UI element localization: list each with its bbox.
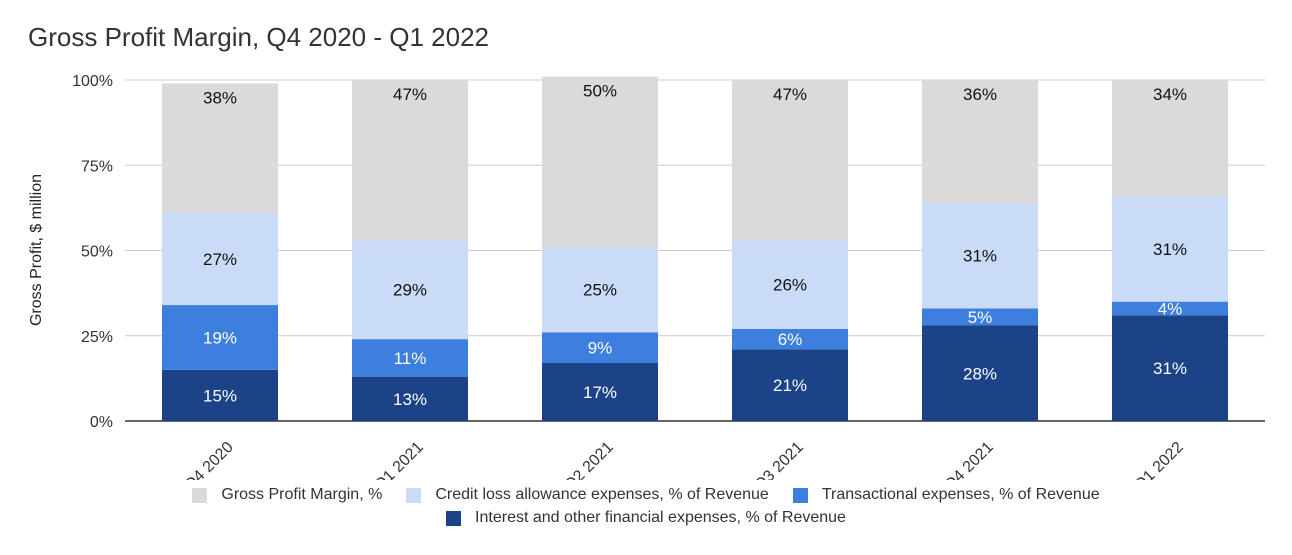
data-label: 31% — [1153, 240, 1187, 259]
x-tick-label-q2-2021: Q2 2021 — [561, 439, 616, 480]
bar-gross-profit-margin-q1-2021[interactable] — [352, 80, 468, 241]
bar-interest-and-other-financial-expenses-q1-2021[interactable] — [352, 376, 468, 421]
bar-transactional-expenses-q1-2022[interactable] — [1112, 301, 1228, 316]
y-tick-label: 50% — [81, 244, 113, 261]
legend-swatch-gross-profit-margin — [192, 487, 208, 503]
bar-credit-loss-allowance-expenses-q4-2020[interactable] — [162, 212, 278, 306]
bar-transactional-expenses-q4-2020[interactable] — [162, 305, 278, 370]
bar-transactional-expenses-q1-2021[interactable] — [352, 339, 468, 377]
data-label: 5% — [968, 308, 993, 327]
bar-credit-loss-allowance-expenses-q1-2022[interactable] — [1112, 195, 1228, 302]
bar-interest-and-other-financial-expenses-q2-2021[interactable] — [542, 363, 658, 421]
bar-gross-profit-margin-q4-2021[interactable] — [922, 80, 1038, 203]
legend-swatch-interest — [446, 510, 462, 526]
data-label: 50% — [583, 82, 617, 101]
data-label: 17% — [583, 383, 617, 402]
chart-plot: 0% 25% 50% 75% 100% Gross Profit, $ million 15… — [28, 73, 1265, 480]
legend-item-credit-loss[interactable]: Credit loss allowance expenses, % of Rev… — [406, 486, 769, 504]
data-label: 13% — [393, 390, 427, 409]
y-tick-label: 100% — [72, 73, 113, 90]
data-label: 9% — [588, 339, 613, 358]
data-label: 47% — [393, 85, 427, 104]
x-tick-label-q3-2021: Q3 2021 — [751, 439, 806, 480]
data-label: 25% — [583, 281, 617, 300]
data-label: 29% — [393, 281, 427, 300]
legend-row-2: Interest and other financial expenses, %… — [0, 509, 1292, 527]
x-tick-label-q4-2021: Q4 2021 — [941, 439, 996, 480]
legend-item-gross-profit-margin[interactable]: Gross Profit Margin, % — [192, 486, 382, 504]
data-label: 27% — [203, 250, 237, 269]
data-label: 28% — [963, 364, 997, 383]
bar-credit-loss-allowance-expenses-q3-2021[interactable] — [732, 240, 848, 329]
bar-credit-loss-allowance-expenses-q4-2021[interactable] — [922, 202, 1038, 309]
bar-transactional-expenses-q4-2021[interactable] — [922, 308, 1038, 326]
bar-interest-and-other-financial-expenses-q4-2020[interactable] — [162, 369, 278, 421]
bar-interest-and-other-financial-expenses-q3-2021[interactable] — [732, 349, 848, 421]
data-label: 38% — [203, 88, 237, 107]
legend-label-gross-profit-margin: Gross Profit Margin, % — [221, 486, 383, 503]
legend-swatch-transactional — [792, 487, 808, 503]
legend-label-transactional: Transactional expenses, % of Revenue — [821, 486, 1100, 503]
data-label: 36% — [963, 85, 997, 104]
legend-row-1: Gross Profit Margin, % Credit loss allow… — [0, 486, 1292, 504]
data-label: 21% — [773, 376, 807, 395]
legend-item-interest[interactable]: Interest and other financial expenses, %… — [446, 509, 846, 527]
x-tick-label-q1-2022: Q1 2022 — [1131, 439, 1186, 480]
data-label: 34% — [1153, 85, 1187, 104]
data-label: 11% — [394, 349, 427, 368]
data-label: 19% — [203, 328, 237, 347]
data-label: 26% — [773, 276, 807, 295]
data-label: 15% — [203, 386, 237, 405]
bar-gross-profit-margin-q4-2020[interactable] — [162, 83, 278, 213]
bar-interest-and-other-financial-expenses-q1-2022[interactable] — [1112, 315, 1228, 421]
data-label: 31% — [963, 247, 997, 266]
bar-gross-profit-margin-q1-2022[interactable] — [1112, 80, 1228, 196]
data-label: 4% — [1158, 299, 1183, 318]
bar-gross-profit-margin-q2-2021[interactable] — [542, 76, 658, 248]
legend-swatch-credit-loss — [406, 487, 422, 503]
legend-label-credit-loss: Credit loss allowance expenses, % of Rev… — [435, 486, 769, 503]
y-tick-label: 0% — [90, 414, 113, 431]
y-tick-label: 75% — [81, 158, 113, 175]
bar-transactional-expenses-q2-2021[interactable] — [542, 332, 658, 364]
data-label: 31% — [1153, 359, 1187, 378]
x-tick-label-q1-2021: Q1 2021 — [371, 439, 426, 480]
y-tick-label: 25% — [81, 329, 113, 346]
legend-item-transactional[interactable]: Transactional expenses, % of Revenue — [792, 486, 1100, 504]
data-label: 6% — [778, 330, 803, 349]
data-label: 47% — [773, 85, 807, 104]
bar-credit-loss-allowance-expenses-q1-2021[interactable] — [352, 240, 468, 340]
bar-credit-loss-allowance-expenses-q2-2021[interactable] — [542, 247, 658, 333]
bar-transactional-expenses-q3-2021[interactable] — [732, 328, 848, 350]
legend-label-interest: Interest and other financial expenses, %… — [475, 509, 846, 526]
y-axis-label: Gross Profit, $ million — [28, 174, 45, 326]
bar-interest-and-other-financial-expenses-q4-2021[interactable] — [922, 325, 1038, 421]
bar-gross-profit-margin-q3-2021[interactable] — [732, 80, 848, 241]
x-tick-label-q4-2020: Q4 2020 — [181, 439, 236, 480]
chart-title: Gross Profit Margin, Q4 2020 - Q1 2022 — [28, 22, 489, 52]
